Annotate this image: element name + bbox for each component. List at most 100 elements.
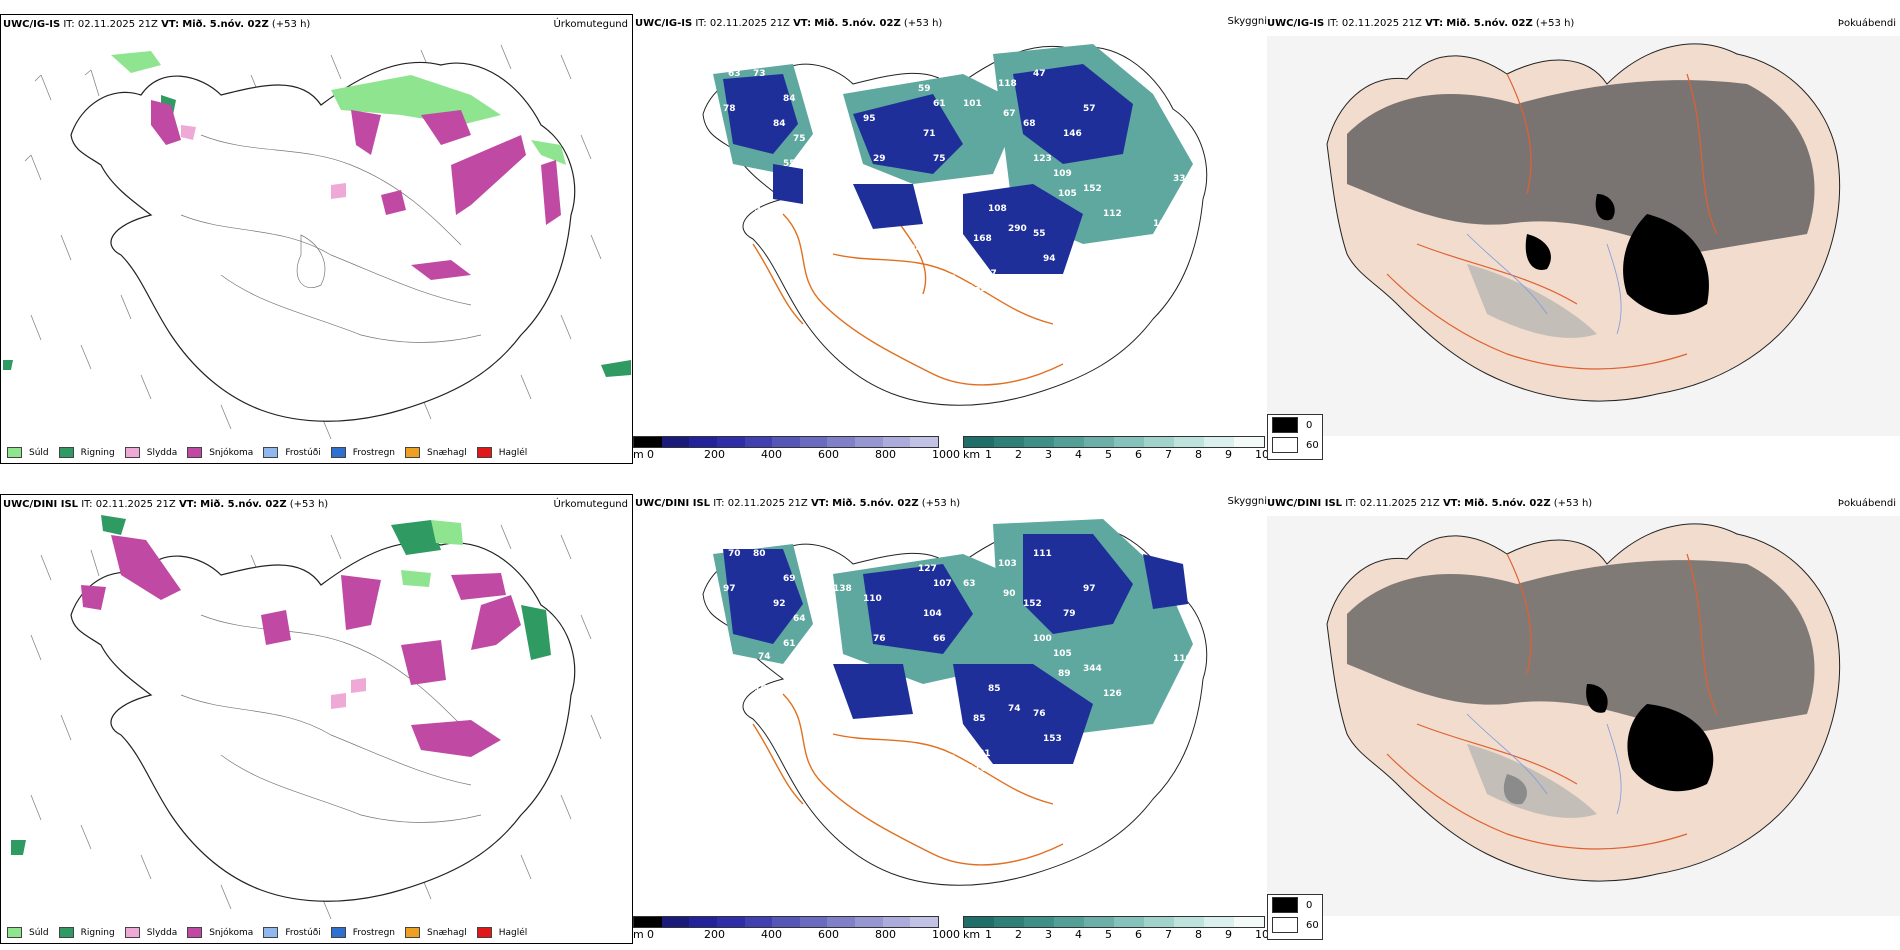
- legend-swatch-sudl: [7, 447, 22, 458]
- cbar-unit-km: km: [963, 448, 981, 461]
- iceland-map-fog: [1267, 36, 1900, 436]
- visibility-colorbar: [963, 916, 1265, 928]
- cloud-base-value: 85: [973, 714, 986, 724]
- cbar-tick: 1: [985, 448, 992, 461]
- row2-panel-precip-type: UWC/DINI ISL IT: 02.11.2025 21Z VT: Mið.…: [0, 494, 633, 944]
- legend-label: Rigning: [80, 927, 115, 938]
- it-label: IT:: [695, 18, 707, 29]
- vt-label: VT:: [810, 498, 829, 509]
- cloud-base-value: 33: [1173, 174, 1186, 184]
- legend-swatch-rigning: [58, 447, 74, 458]
- cbar-tick: 1000: [932, 928, 960, 941]
- it-value: 02.11.2025 21Z: [709, 18, 790, 29]
- vt-label: VT:: [178, 499, 197, 510]
- legend-label: Frostregn: [352, 447, 396, 458]
- cbar-tick: 200: [704, 448, 725, 461]
- model-name: UWC/DINI ISL: [3, 499, 79, 510]
- cloud-base-value: 109: [1053, 169, 1072, 179]
- cloud-base-value: 74: [943, 754, 956, 764]
- cbar-tick: 8: [1195, 928, 1202, 941]
- panel-title-visibility: Skyggni: [1227, 16, 1267, 27]
- row1-panel1-header: UWC/IG-IS IT: 02.11.2025 21Z VT: Mið. 5.…: [3, 19, 310, 31]
- roads: [1386, 553, 1718, 850]
- fog-key-row-min: 60: [1268, 915, 1322, 935]
- cbar-tick: 6: [1135, 928, 1142, 941]
- fog-key-label-max: 0: [1306, 899, 1313, 911]
- cbar-tick: 0: [647, 928, 654, 941]
- cloud-base-value: 57: [1083, 104, 1096, 114]
- cloud-base-value: 79: [863, 274, 876, 284]
- legend-label: Frostúði: [285, 447, 321, 458]
- cbar-tick: 8: [1195, 448, 1202, 461]
- cloud-base-value: 112: [1103, 209, 1122, 219]
- iceland-map-visibility: [702, 519, 1208, 886]
- model-name: UWC/IG-IS: [3, 19, 61, 30]
- legend-label: Haglél: [498, 447, 528, 458]
- cloud-base-value: 72: [1083, 269, 1096, 279]
- model-name: UWC/DINI ISL: [635, 498, 711, 509]
- model-name: UWC/DINI ISL: [1267, 498, 1343, 509]
- cloud-base-value: 81: [978, 749, 991, 759]
- cloud-base-value: 110: [1173, 654, 1192, 664]
- cloud-base-value: 55: [783, 159, 796, 169]
- row2-panel-fog: UWC/DINI ISL IT: 02.11.2025 21Z VT: Mið.…: [1267, 494, 1900, 944]
- cloud-base-value: 65: [803, 664, 816, 674]
- vt-label: VT:: [161, 19, 180, 30]
- cloud-base-value: 70: [728, 549, 741, 559]
- cloud-base-value: 84: [773, 119, 786, 129]
- cbar-tick: 9: [1225, 928, 1232, 941]
- cloud-base-value: 64: [793, 614, 806, 624]
- lead-time: (+53 h): [1535, 18, 1575, 29]
- cloud-base-value: 61: [783, 639, 796, 649]
- cloud-base-value: 61: [933, 99, 946, 109]
- legend-swatch-frostudi: [263, 927, 279, 938]
- precip-slydda: [331, 678, 366, 709]
- legend-swatch-snjokoma: [187, 927, 203, 938]
- vt-value: Mið. 5.nóv. 02Z: [832, 498, 919, 509]
- fog-key-label-max: 0: [1306, 419, 1313, 431]
- cloud-base-value: 290: [1008, 224, 1027, 234]
- vt-label: VT:: [1442, 498, 1461, 509]
- cbar-tick: 0: [647, 448, 654, 461]
- it-value: 02.11.2025 21Z: [1341, 18, 1422, 29]
- it-value: 02.11.2025 21Z: [727, 498, 808, 509]
- row1-panel-visibility: UWC/IG-IS IT: 02.11.2025 21Z VT: Mið. 5.…: [633, 14, 1267, 464]
- cbar-tick: 4: [1075, 928, 1082, 941]
- cloud-base-value: 78: [723, 104, 736, 114]
- cloud-base-value: 115: [1073, 294, 1092, 304]
- iceland-coastline: [70, 541, 576, 902]
- cloud-base-value: 101: [963, 99, 982, 109]
- cloud-base-value: 198: [933, 729, 952, 739]
- cloud-base-value: 126: [1103, 689, 1122, 699]
- cbar-tick: 200: [704, 928, 725, 941]
- legend-swatch-snaehagl: [405, 927, 421, 938]
- visibility-colorbar: [963, 436, 1265, 448]
- legend-swatch-haglel: [476, 447, 492, 458]
- it-label: IT:: [713, 498, 725, 509]
- cloud-base-value: 97: [1083, 584, 1096, 594]
- roads: [1386, 73, 1718, 370]
- visibility-colorbar-ticks: km 1 2 3 4 5 6 7 8 9 10: [963, 928, 1267, 942]
- cbar-tick: 800: [875, 928, 896, 941]
- cloud-base-value: 137: [978, 269, 997, 279]
- legend-swatch-slydda: [124, 927, 140, 938]
- legend-label: Snjókoma: [209, 447, 254, 458]
- panel-title-fog: Þokuábendi: [1837, 18, 1896, 29]
- cloud-base-value: 152: [1083, 184, 1102, 194]
- it-value: 02.11.2025 21Z: [77, 19, 158, 30]
- cbar-tick: 5: [1105, 448, 1112, 461]
- cloud-base-value: 75: [793, 134, 806, 144]
- cloud-base-value: 90: [933, 249, 946, 259]
- vt-value: Mið. 5.nóv. 02Z: [200, 499, 287, 510]
- legend-swatch-rigning: [58, 927, 74, 938]
- lead-time: (+53 h): [289, 499, 329, 510]
- inland-contours: [180, 134, 482, 343]
- cbar-tick: 9: [1225, 448, 1232, 461]
- cloud-base-value: 107: [1153, 219, 1172, 229]
- cloud-base-value: 74: [1008, 704, 1021, 714]
- cloud-base-value: 115: [983, 304, 1002, 314]
- lead-time: (+53 h): [921, 498, 961, 509]
- it-value: 02.11.2025 21Z: [95, 499, 176, 510]
- cloud-base-value: 132: [968, 284, 987, 294]
- cloud-base-value: 100: [1033, 634, 1052, 644]
